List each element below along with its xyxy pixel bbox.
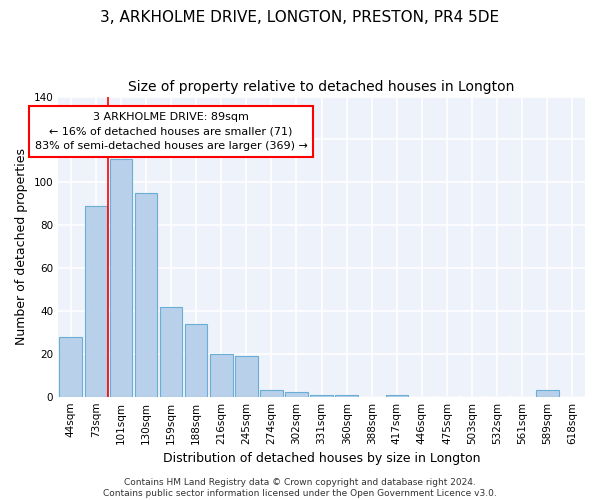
Bar xyxy=(210,354,233,397)
Bar xyxy=(536,390,559,396)
Bar xyxy=(85,206,107,396)
Title: Size of property relative to detached houses in Longton: Size of property relative to detached ho… xyxy=(128,80,515,94)
Bar xyxy=(160,306,182,396)
Bar xyxy=(110,158,132,396)
Y-axis label: Number of detached properties: Number of detached properties xyxy=(15,148,28,345)
Bar xyxy=(235,356,257,397)
Bar xyxy=(59,336,82,396)
Text: 3 ARKHOLME DRIVE: 89sqm
← 16% of detached houses are smaller (71)
83% of semi-de: 3 ARKHOLME DRIVE: 89sqm ← 16% of detache… xyxy=(35,112,307,151)
Bar xyxy=(134,193,157,396)
Text: Contains HM Land Registry data © Crown copyright and database right 2024.
Contai: Contains HM Land Registry data © Crown c… xyxy=(103,478,497,498)
Bar xyxy=(185,324,208,396)
Text: 3, ARKHOLME DRIVE, LONGTON, PRESTON, PR4 5DE: 3, ARKHOLME DRIVE, LONGTON, PRESTON, PR4… xyxy=(100,10,500,25)
Bar xyxy=(260,390,283,396)
X-axis label: Distribution of detached houses by size in Longton: Distribution of detached houses by size … xyxy=(163,452,481,465)
Bar xyxy=(310,394,333,396)
Bar xyxy=(285,392,308,396)
Bar xyxy=(335,394,358,396)
Bar xyxy=(386,394,408,396)
